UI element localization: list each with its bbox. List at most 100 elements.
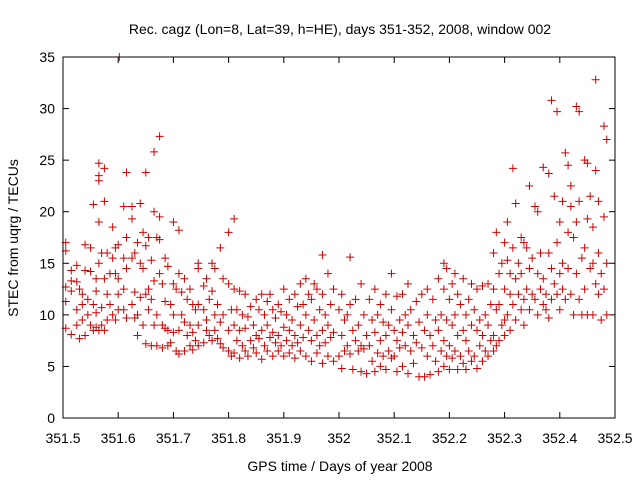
data-point xyxy=(210,310,219,319)
data-point xyxy=(536,285,545,294)
data-point xyxy=(199,305,208,314)
data-point xyxy=(508,164,517,173)
data-point xyxy=(257,326,266,335)
data-point xyxy=(263,346,272,355)
data-point xyxy=(75,285,84,294)
data-point xyxy=(500,331,509,340)
data-point xyxy=(558,259,567,268)
x-tick-label: 351.8 xyxy=(211,430,246,446)
data-point xyxy=(147,256,156,265)
data-point xyxy=(539,300,548,309)
data-point xyxy=(354,346,363,355)
data-point xyxy=(235,354,244,363)
data-point xyxy=(105,300,114,309)
data-point xyxy=(155,235,164,244)
data-point xyxy=(401,341,410,350)
data-point xyxy=(208,287,217,296)
data-point xyxy=(376,300,385,309)
data-point xyxy=(398,290,407,299)
data-point xyxy=(155,132,164,141)
data-point xyxy=(373,349,382,358)
x-tick-label: 352.2 xyxy=(432,430,467,446)
x-tick-label: 352.4 xyxy=(542,430,577,446)
data-point xyxy=(268,352,277,361)
data-point xyxy=(428,295,437,304)
data-point xyxy=(370,367,379,376)
data-point xyxy=(337,331,346,340)
data-point xyxy=(210,264,219,273)
data-point xyxy=(219,343,228,352)
data-point xyxy=(321,338,330,347)
data-point xyxy=(525,181,534,190)
data-point xyxy=(343,341,352,350)
data-point xyxy=(404,321,412,330)
data-point xyxy=(114,240,123,249)
data-point xyxy=(566,290,575,299)
data-point xyxy=(67,287,76,296)
data-point xyxy=(390,352,399,361)
data-point xyxy=(136,259,145,268)
data-point xyxy=(128,214,136,223)
data-point xyxy=(108,310,117,319)
data-point xyxy=(439,285,448,294)
data-point xyxy=(539,163,548,172)
data-point xyxy=(492,305,501,314)
y-tick-label: 30 xyxy=(39,101,55,117)
data-point xyxy=(594,290,603,299)
data-point xyxy=(72,277,81,286)
data-point xyxy=(586,192,595,201)
data-point xyxy=(450,346,459,355)
data-point xyxy=(243,312,252,321)
data-point xyxy=(392,292,401,301)
data-point xyxy=(158,279,167,288)
data-point xyxy=(591,166,600,175)
data-point xyxy=(180,346,189,355)
data-point xyxy=(459,274,468,283)
data-point xyxy=(279,352,288,361)
data-point xyxy=(528,290,537,299)
data-point xyxy=(467,321,476,330)
data-point xyxy=(561,295,570,304)
data-point xyxy=(572,218,581,227)
data-point xyxy=(376,362,385,371)
data-point xyxy=(108,223,117,232)
data-point xyxy=(450,310,459,319)
data-point xyxy=(544,169,553,178)
data-point xyxy=(252,295,261,304)
data-point xyxy=(354,321,363,330)
data-point xyxy=(599,122,608,131)
data-point xyxy=(246,302,255,311)
data-point xyxy=(384,321,393,330)
data-point xyxy=(230,285,239,294)
data-point xyxy=(514,290,523,299)
data-point xyxy=(268,305,277,314)
data-point xyxy=(401,310,410,319)
data-point xyxy=(368,357,377,366)
data-point xyxy=(362,331,371,340)
data-point xyxy=(437,310,446,319)
data-point xyxy=(351,336,360,345)
data-point xyxy=(136,199,145,208)
data-point xyxy=(473,285,481,294)
data-point xyxy=(271,338,280,347)
data-point xyxy=(340,316,349,325)
data-point xyxy=(533,310,542,319)
data-point xyxy=(453,365,462,374)
data-point xyxy=(114,274,123,283)
data-point xyxy=(370,285,379,294)
data-point xyxy=(86,321,95,330)
data-point xyxy=(169,279,178,288)
data-point xyxy=(495,336,504,345)
data-point xyxy=(318,251,327,260)
data-point xyxy=(103,248,112,257)
data-point xyxy=(329,357,338,366)
data-point xyxy=(208,259,217,268)
data-point xyxy=(191,305,200,314)
data-point xyxy=(235,287,244,296)
data-point xyxy=(257,355,266,364)
data-point xyxy=(83,295,92,304)
data-point xyxy=(475,316,484,325)
data-point xyxy=(315,305,324,314)
y-axis-label: STEC from uqrg / TECUs xyxy=(5,159,21,317)
data-point xyxy=(591,279,600,288)
